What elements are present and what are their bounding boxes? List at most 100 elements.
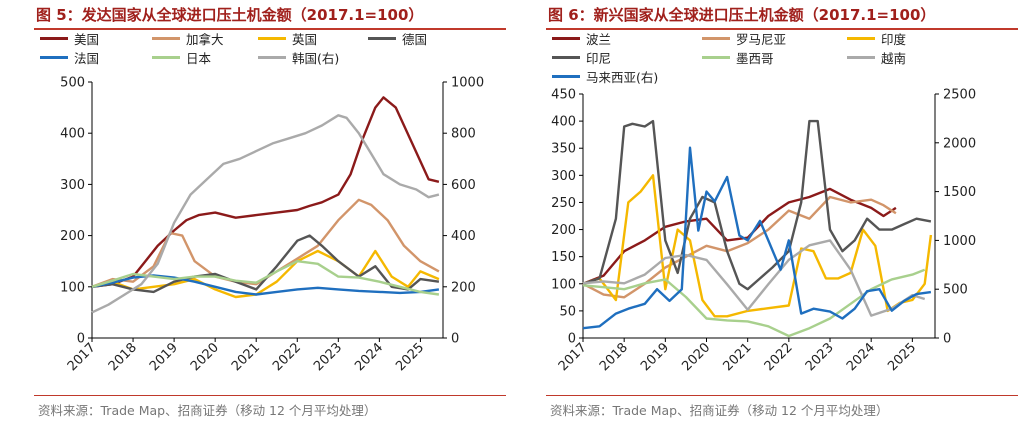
panel-title: 图 5：发达国家从全球进口压土机金额（2017.1=100） (36, 6, 424, 24)
y-tick-label-right: 200 (451, 280, 476, 295)
legend-label: 印度 (881, 32, 907, 47)
legend-item: 美国 (40, 29, 99, 48)
y-tick-label-right: 1000 (451, 76, 484, 91)
legend-swatch (258, 56, 286, 59)
series-line-3 (582, 119, 932, 291)
x-tick-label: 2018 (106, 340, 140, 374)
legend-label: 美国 (74, 32, 100, 47)
legend-item: 波兰 (552, 29, 611, 48)
legend-item: 越南 (847, 48, 906, 67)
y-tick-label-left: 200 (551, 223, 576, 238)
x-tick-label: 2025 (885, 340, 919, 374)
legend-label: 马来西亚(右) (586, 70, 659, 85)
y-tick-label-right: 500 (943, 283, 968, 298)
y-tick-label-left: 500 (60, 76, 85, 91)
line-chart: 0 50 100 150 200 250 300 350 400 450 0 500 1000 1500 2… (551, 88, 976, 375)
x-tick-label: 2022 (762, 340, 796, 374)
panel-title: 图 6：新兴国家从全球进口压土机金额（2017.1=100） (548, 6, 936, 24)
x-tick-label: 2024 (844, 340, 878, 374)
legend-swatch (552, 75, 580, 78)
series-line-2 (91, 249, 440, 299)
series-line-4 (582, 268, 926, 338)
legend-item: 韩国(右) (258, 48, 339, 67)
legend-swatch (702, 37, 730, 40)
panel-developed: 图 5：发达国家从全球进口压土机金额（2017.1=100） 美国 加拿大 英国 德国… (34, 6, 506, 418)
title-rule (546, 28, 1018, 30)
y-tick-label-left: 150 (551, 250, 576, 265)
y-tick-label-right: 1000 (943, 234, 976, 249)
legend-label: 墨西哥 (736, 51, 774, 66)
y-tick-label-right: 400 (451, 229, 476, 244)
legend-label: 罗马尼亚 (736, 32, 787, 47)
y-tick-label-right: 800 (451, 127, 476, 142)
x-tick-label: 2020 (188, 340, 222, 374)
y-tick-label-left: 350 (551, 142, 576, 157)
legend-swatch (40, 56, 68, 59)
series-line-6 (91, 114, 440, 314)
legend-item: 印尼 (552, 48, 611, 67)
x-tick-label: 2021 (720, 340, 754, 374)
y-tick-label-right: 0 (451, 332, 459, 347)
series-line-0 (91, 96, 440, 288)
x-tick-label: 2019 (147, 340, 181, 374)
series-lines (91, 96, 440, 314)
series-line-6 (582, 146, 932, 330)
legend-label: 韩国(右) (292, 51, 340, 66)
legend-item: 加拿大 (152, 29, 224, 48)
y-tick-label-left: 0 (568, 332, 576, 347)
legend-label: 加拿大 (186, 32, 224, 47)
y-tick-label-left: 100 (60, 280, 85, 295)
series-line-1 (582, 195, 897, 299)
legend-item: 印度 (847, 29, 906, 48)
x-tick-label: 2025 (393, 340, 427, 374)
legend-swatch (152, 56, 180, 59)
legend-item: 墨西哥 (702, 48, 774, 67)
x-tick-label: 2021 (229, 340, 263, 374)
y-tick-label-left: 100 (551, 277, 576, 292)
legend-swatch (258, 37, 286, 40)
y-tick-label-right: 2000 (943, 136, 976, 151)
x-tick-label: 2020 (679, 340, 713, 374)
legend-label: 波兰 (586, 32, 612, 47)
legend-label: 越南 (881, 51, 907, 66)
x-tick-label: 2017 (556, 340, 590, 374)
y-tick-label-right: 2500 (943, 88, 976, 103)
legend-item: 马来西亚(右) (552, 67, 658, 86)
x-tick-label: 2024 (352, 340, 386, 374)
source-note: 资料来源：Trade Map、招商证券（移动 12 个月平均处理） (38, 403, 377, 418)
legend-swatch (702, 56, 730, 59)
y-tick-label-left: 50 (559, 304, 576, 319)
source-rule (34, 395, 506, 396)
legend-label: 印尼 (586, 51, 612, 66)
y-tick-label-right: 600 (451, 178, 476, 193)
y-tick-label-left: 300 (60, 178, 85, 193)
legend-swatch (152, 37, 180, 40)
legend-swatch (847, 37, 875, 40)
legend-item: 日本 (152, 48, 211, 67)
y-tick-label-left: 200 (60, 229, 85, 244)
legend-item: 英国 (258, 29, 317, 48)
y-tick-label-left: 400 (60, 127, 85, 142)
legend-swatch (552, 37, 580, 40)
x-tick-label: 2023 (803, 340, 837, 374)
x-tick-label: 2017 (65, 340, 99, 374)
series-line-5 (91, 260, 440, 296)
y-tick-label-left: 450 (551, 88, 576, 103)
y-tick-label-right: 1500 (943, 185, 976, 200)
series-line-5 (582, 239, 926, 317)
source-note: 资料来源：Trade Map、招商证券（移动 12 个月平均处理） (550, 403, 889, 418)
legend-label: 德国 (402, 32, 428, 47)
legend-item: 法国 (40, 48, 99, 67)
legend-label: 日本 (186, 51, 212, 66)
legend-swatch (368, 37, 396, 40)
series-line-2 (582, 174, 933, 318)
x-tick-label: 2022 (270, 340, 304, 374)
legend-item: 德国 (368, 29, 427, 48)
x-tick-label: 2019 (638, 340, 672, 374)
y-tick-label-left: 300 (551, 169, 576, 184)
y-tick-label-left: 250 (551, 196, 576, 211)
legend-label: 英国 (292, 32, 318, 47)
